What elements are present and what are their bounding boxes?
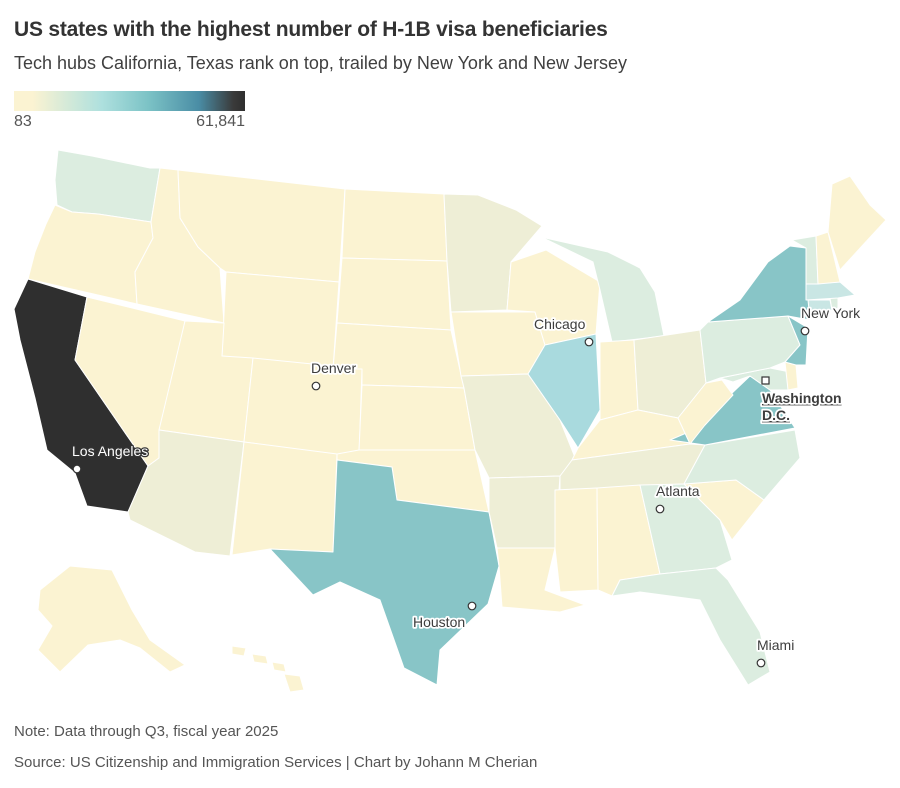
state-iowa [450, 311, 546, 377]
miami-label: Miami [757, 637, 794, 653]
legend-min-label: 83 [14, 113, 32, 130]
los-angeles-marker [72, 464, 82, 474]
state-arkansas [488, 475, 561, 549]
denver-label: Denver [311, 360, 356, 376]
state-north-carolina [683, 429, 801, 501]
atlanta-marker [655, 504, 665, 514]
atlanta-label: Atlanta [656, 483, 700, 499]
state-indiana [599, 339, 639, 421]
houston-marker [467, 601, 477, 611]
state-alaska [37, 565, 186, 673]
state-arizona [127, 429, 245, 557]
los-angeles-label: Los Angeles [72, 443, 148, 459]
state-kansas [358, 384, 476, 451]
footnote: Note: Data through Q3, fiscal year 2025 [14, 723, 279, 740]
chicago-label: Chicago [534, 316, 586, 332]
color-legend: 83 61,841 [14, 91, 245, 130]
state-maine [827, 175, 887, 271]
state-florida [611, 567, 771, 686]
chicago-marker [584, 337, 594, 347]
denver-marker [311, 381, 321, 391]
chart-subtitle: Tech hubs California, Texas rank on top,… [14, 53, 627, 73]
state-vermont [791, 235, 819, 285]
legend-gradient-bar [14, 91, 245, 111]
state-mississippi [554, 487, 599, 593]
state-new-hampshire [815, 231, 841, 285]
state-louisiana [496, 547, 586, 613]
state-massachusetts [805, 281, 856, 301]
chart-title: US states with the highest number of H-1… [14, 18, 608, 41]
houston-label: Houston [413, 614, 465, 630]
miami-marker [756, 658, 766, 668]
state-new-mexico [231, 441, 338, 556]
new-york-label: New York [801, 305, 861, 321]
state-hawaii [231, 645, 305, 693]
state-texas [269, 459, 500, 686]
state-south-dakota [336, 257, 452, 331]
city-labels: Los Angeles Denver Chicago New York Wash… [71, 303, 863, 655]
legend-max-label: 61,841 [196, 113, 245, 130]
new-york-marker [800, 326, 810, 336]
state-wyoming [221, 271, 340, 370]
washington-label-line2: D.C. [762, 407, 790, 423]
state-maryland [719, 367, 791, 391]
washington-label-line1: Washington [762, 390, 842, 406]
city-markers [72, 326, 810, 668]
source-credit: Source: US Citizenship and Immigration S… [14, 754, 538, 771]
state-north-dakota [341, 188, 448, 262]
us-states-map: Los Angeles Denver Chicago New York Wash… [13, 149, 887, 693]
washington-dc-marker [761, 376, 770, 385]
